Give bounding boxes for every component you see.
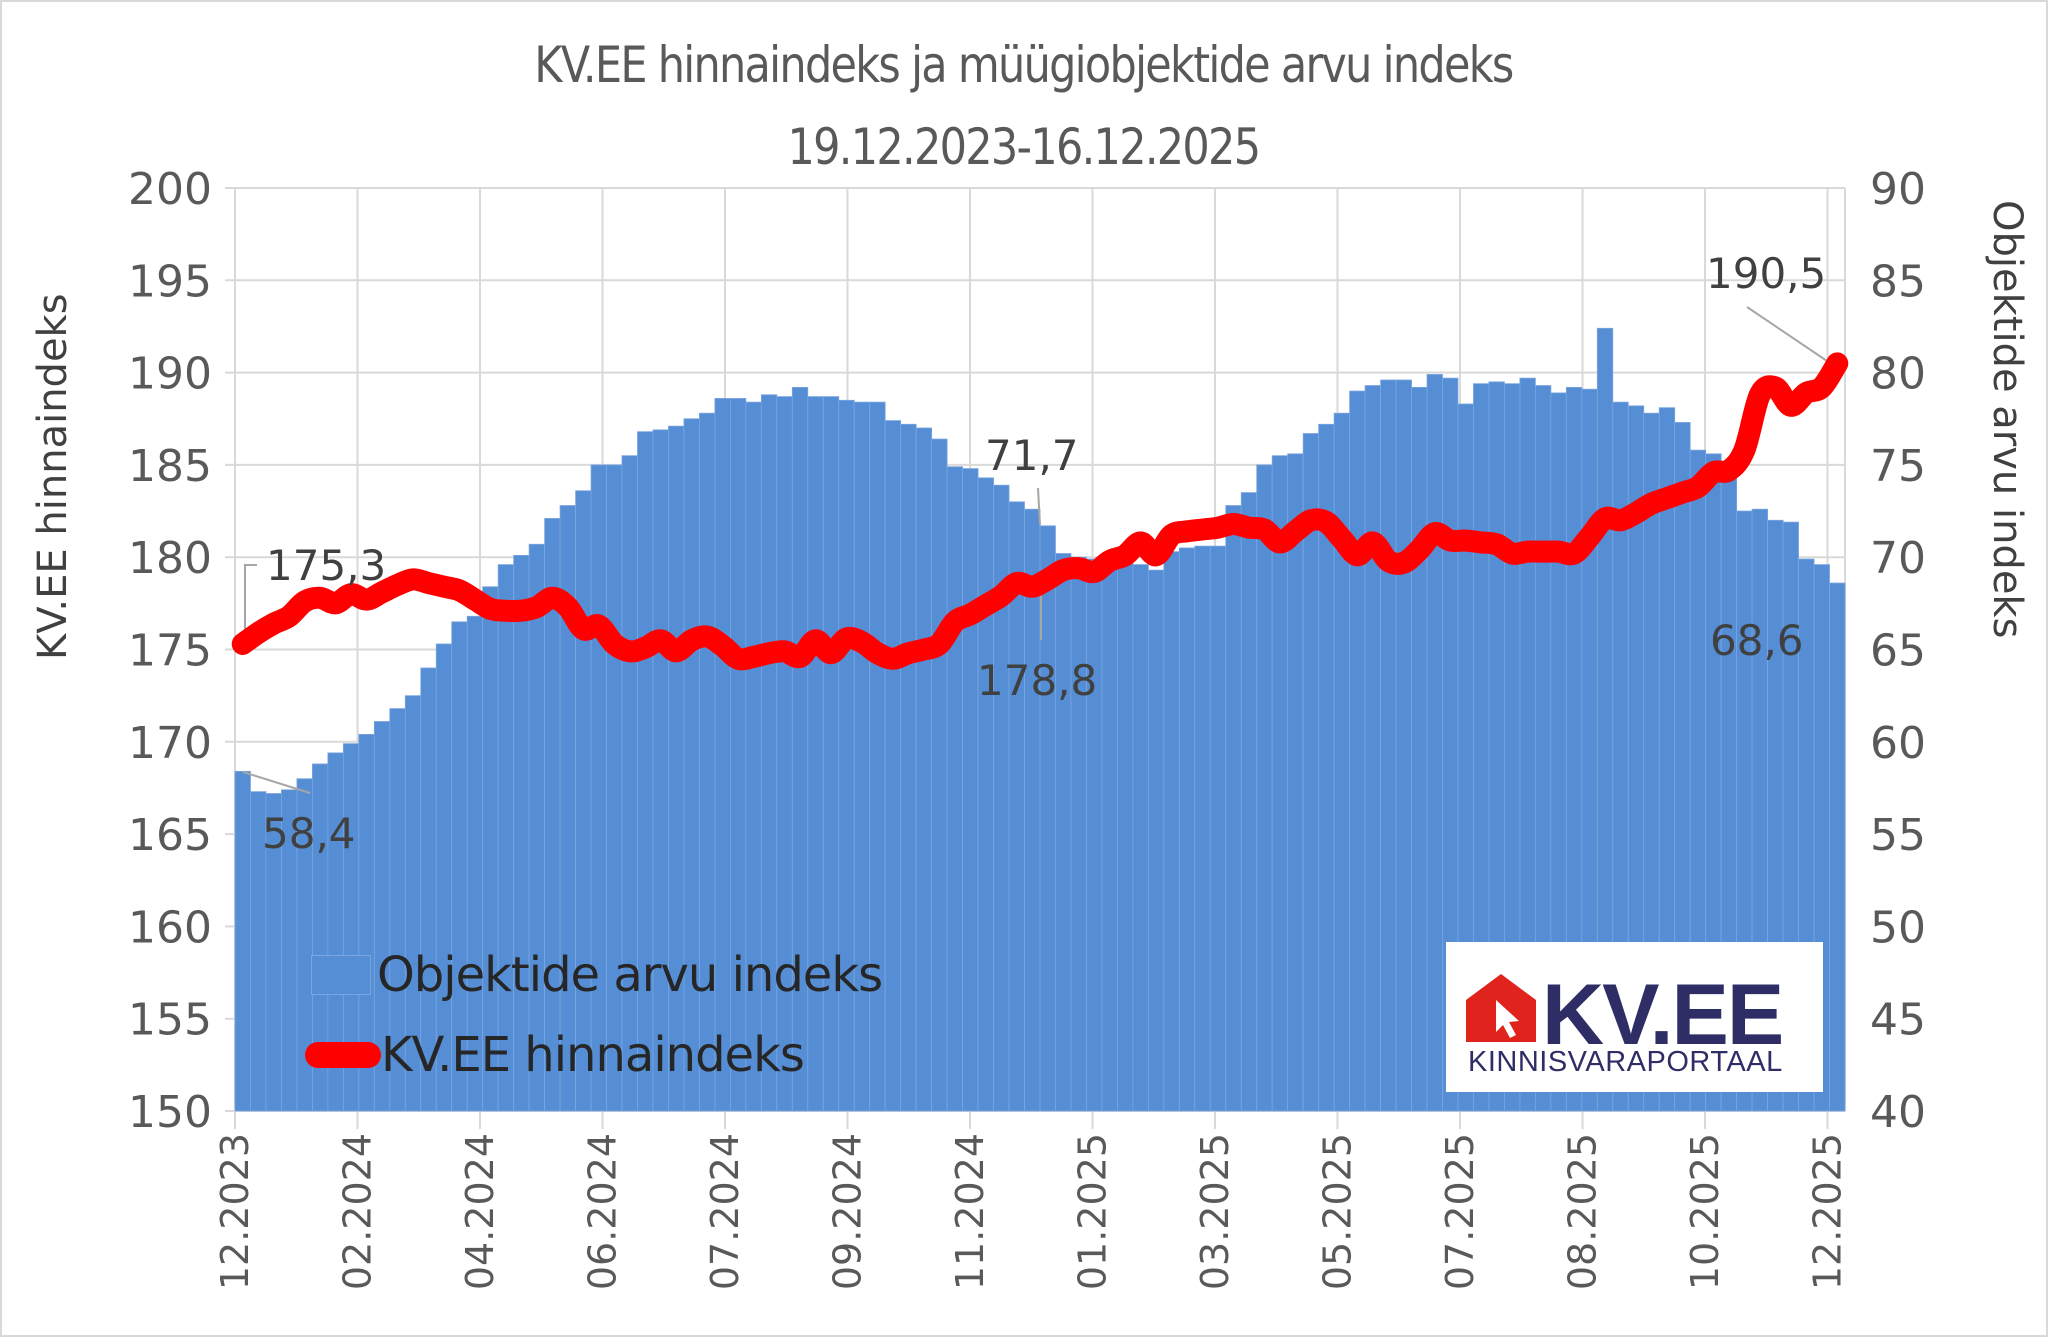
line-series-kvee-hinnaindeks (231, 352, 1849, 671)
svg-text:07.2025: 07.2025 (1438, 1133, 1482, 1290)
svg-text:11.2024: 11.2024 (948, 1133, 992, 1290)
svg-text:85: 85 (1870, 256, 1926, 307)
svg-text:80: 80 (1870, 349, 1926, 400)
svg-text:45: 45 (1870, 995, 1926, 1046)
legend: Objektide arvu indeks KV.EE hinnaindeks (305, 935, 883, 1095)
bar-series-objektide-arvu-indeks (234, 327, 1846, 1112)
bar-swatch-icon (311, 955, 371, 995)
svg-text:190,5: 190,5 (1706, 249, 1826, 298)
x-axis-ticks: 12.2023 02.2024 04.2024 06.2024 07.2024 09.20… (213, 1133, 1850, 1290)
svg-text:165: 165 (128, 810, 212, 861)
svg-text:12.2025: 12.2025 (1806, 1133, 1850, 1290)
svg-text:50: 50 (1870, 902, 1926, 953)
logo-subtitle: KINNISVARAPORTAAL (1468, 1046, 1783, 1078)
svg-text:65: 65 (1870, 626, 1926, 677)
svg-text:55: 55 (1870, 810, 1926, 861)
svg-text:10.2025: 10.2025 (1683, 1133, 1727, 1290)
line-swatch-icon (305, 1042, 381, 1068)
chart-subtitle-date-range: 19.12.2023-16.12.2025 (787, 118, 1262, 176)
svg-text:190: 190 (128, 349, 212, 400)
svg-text:75: 75 (1870, 441, 1926, 492)
svg-text:175: 175 (128, 626, 212, 677)
annotation-leader-lines (242, 306, 1831, 794)
legend-item-line: KV.EE hinnaindeks (305, 1015, 882, 1095)
svg-text:195: 195 (128, 256, 212, 307)
svg-text:150: 150 (128, 1087, 212, 1138)
left-axis-ticks: 200 195 190 185 180 175 170 165 160 155 150 (128, 164, 212, 1138)
svg-text:70: 70 (1870, 533, 1926, 584)
svg-text:40: 40 (1870, 1087, 1926, 1138)
svg-text:02.2024: 02.2024 (336, 1133, 380, 1290)
right-axis-ticks: 90 85 80 75 70 65 60 55 50 45 40 (1870, 164, 1926, 1138)
logo-brand: KV.EE (1542, 967, 1784, 1063)
svg-text:12.2023: 12.2023 (213, 1133, 257, 1290)
svg-text:185: 185 (128, 441, 212, 492)
svg-text:90: 90 (1870, 164, 1926, 215)
svg-text:60: 60 (1870, 718, 1926, 769)
svg-text:178,8: 178,8 (977, 656, 1097, 705)
svg-text:68,6: 68,6 (1710, 616, 1804, 665)
svg-text:09.2024: 09.2024 (826, 1133, 870, 1290)
svg-text:155: 155 (128, 995, 212, 1046)
svg-text:180: 180 (128, 533, 212, 584)
kvee-logo: KV.EE KINNISVARAPORTAAL (1446, 942, 1823, 1092)
svg-text:71,7: 71,7 (985, 431, 1079, 480)
legend-label-line: KV.EE hinnaindeks (381, 1027, 805, 1083)
svg-text:170: 170 (128, 718, 212, 769)
svg-text:06.2024: 06.2024 (581, 1133, 625, 1290)
svg-text:160: 160 (128, 902, 212, 953)
svg-text:04.2024: 04.2024 (458, 1133, 502, 1290)
data-labels: 175,3 58,4 71,7 178,8 190,5 68,6 (262, 249, 1826, 858)
svg-text:07.2024: 07.2024 (703, 1133, 747, 1290)
chart-title: KV.EE hinnaindeks ja müügiobjektide arvu… (534, 36, 1514, 94)
legend-label-bars: Objektide arvu indeks (377, 947, 883, 1003)
legend-item-bars: Objektide arvu indeks (305, 935, 883, 1015)
svg-text:03.2025: 03.2025 (1193, 1133, 1237, 1290)
svg-text:08.2025: 08.2025 (1561, 1133, 1605, 1290)
svg-text:05.2025: 05.2025 (1316, 1133, 1360, 1290)
svg-text:175,3: 175,3 (266, 541, 386, 590)
svg-text:200: 200 (128, 164, 212, 215)
svg-text:58,4: 58,4 (262, 809, 356, 858)
svg-text:01.2025: 01.2025 (1071, 1133, 1115, 1290)
house-cursor-icon (1466, 974, 1536, 1042)
